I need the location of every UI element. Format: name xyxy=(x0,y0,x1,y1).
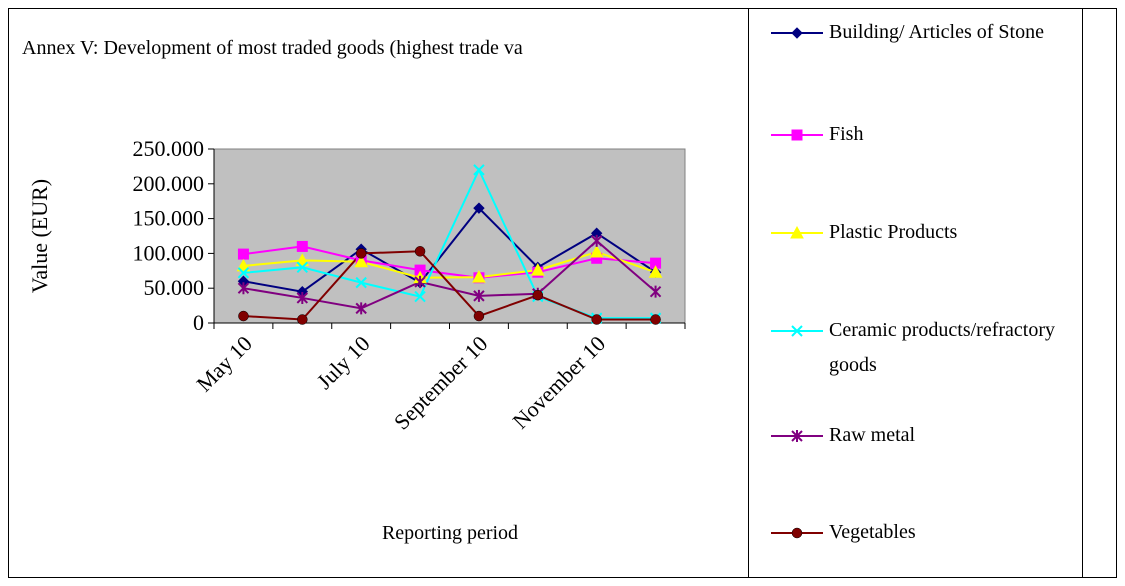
marker xyxy=(648,265,663,278)
legend-label: Ceramic products/refractory goods xyxy=(829,319,1056,376)
marker xyxy=(238,310,249,322)
marker xyxy=(473,202,485,214)
legend-swatch xyxy=(771,129,823,141)
marker xyxy=(532,289,544,301)
legend-swatch xyxy=(771,27,823,39)
marker xyxy=(473,289,485,302)
marker xyxy=(296,261,309,274)
marker xyxy=(236,258,251,272)
y-tick-label: 50.000 xyxy=(144,275,205,300)
marker xyxy=(590,234,603,247)
series-line xyxy=(243,239,657,310)
y-tick-label: 250.000 xyxy=(133,136,205,161)
marker xyxy=(591,314,602,325)
marker xyxy=(414,290,426,303)
marker xyxy=(649,285,662,298)
x-axis-label: Reporting period xyxy=(382,522,518,544)
marker xyxy=(791,325,803,337)
series-line xyxy=(243,250,656,321)
legend: Building/ Articles of Stone Fish Plastic P… xyxy=(748,8,1083,578)
series-line xyxy=(243,245,656,279)
plot-area xyxy=(213,148,686,324)
chart-title: Annex V: Development of most traded good… xyxy=(22,37,523,59)
marker xyxy=(791,527,803,539)
marker xyxy=(297,314,308,325)
legend-label: Vegetables xyxy=(829,521,916,543)
marker xyxy=(473,310,485,322)
marker xyxy=(414,275,426,288)
marker xyxy=(791,129,803,141)
marker xyxy=(354,254,369,268)
legend-swatch xyxy=(771,527,823,539)
y-tick-label: 100.000 xyxy=(133,240,205,265)
y-tick-label: 150.000 xyxy=(133,206,205,231)
legend-label: Building/ Articles of Stone xyxy=(829,21,1044,43)
legend-label: Raw metal xyxy=(829,424,916,446)
marker xyxy=(237,267,250,279)
legend-label: Fish xyxy=(829,123,864,145)
marker xyxy=(472,270,486,283)
marker xyxy=(355,276,367,289)
marker xyxy=(589,244,604,258)
marker xyxy=(791,27,803,39)
legend-swatch xyxy=(771,430,823,442)
marker xyxy=(296,240,308,252)
series-line xyxy=(243,206,657,293)
marker xyxy=(355,302,367,315)
y-tick-label: 0 xyxy=(193,310,204,335)
marker xyxy=(237,248,249,260)
marker xyxy=(791,430,803,442)
marker xyxy=(473,164,485,176)
marker xyxy=(530,263,545,276)
legend-swatch xyxy=(771,325,823,337)
marker xyxy=(355,248,367,259)
series-line xyxy=(243,250,656,279)
marker xyxy=(237,282,250,295)
y-axis-label: Value (EUR) xyxy=(27,179,52,293)
marker xyxy=(650,314,661,325)
legend-label: Plastic Products xyxy=(829,221,958,243)
legend-swatch xyxy=(771,225,823,239)
marker xyxy=(414,246,426,257)
marker xyxy=(790,225,804,239)
marker xyxy=(296,291,309,304)
marker xyxy=(295,253,310,266)
y-tick-label: 200.000 xyxy=(133,171,205,196)
